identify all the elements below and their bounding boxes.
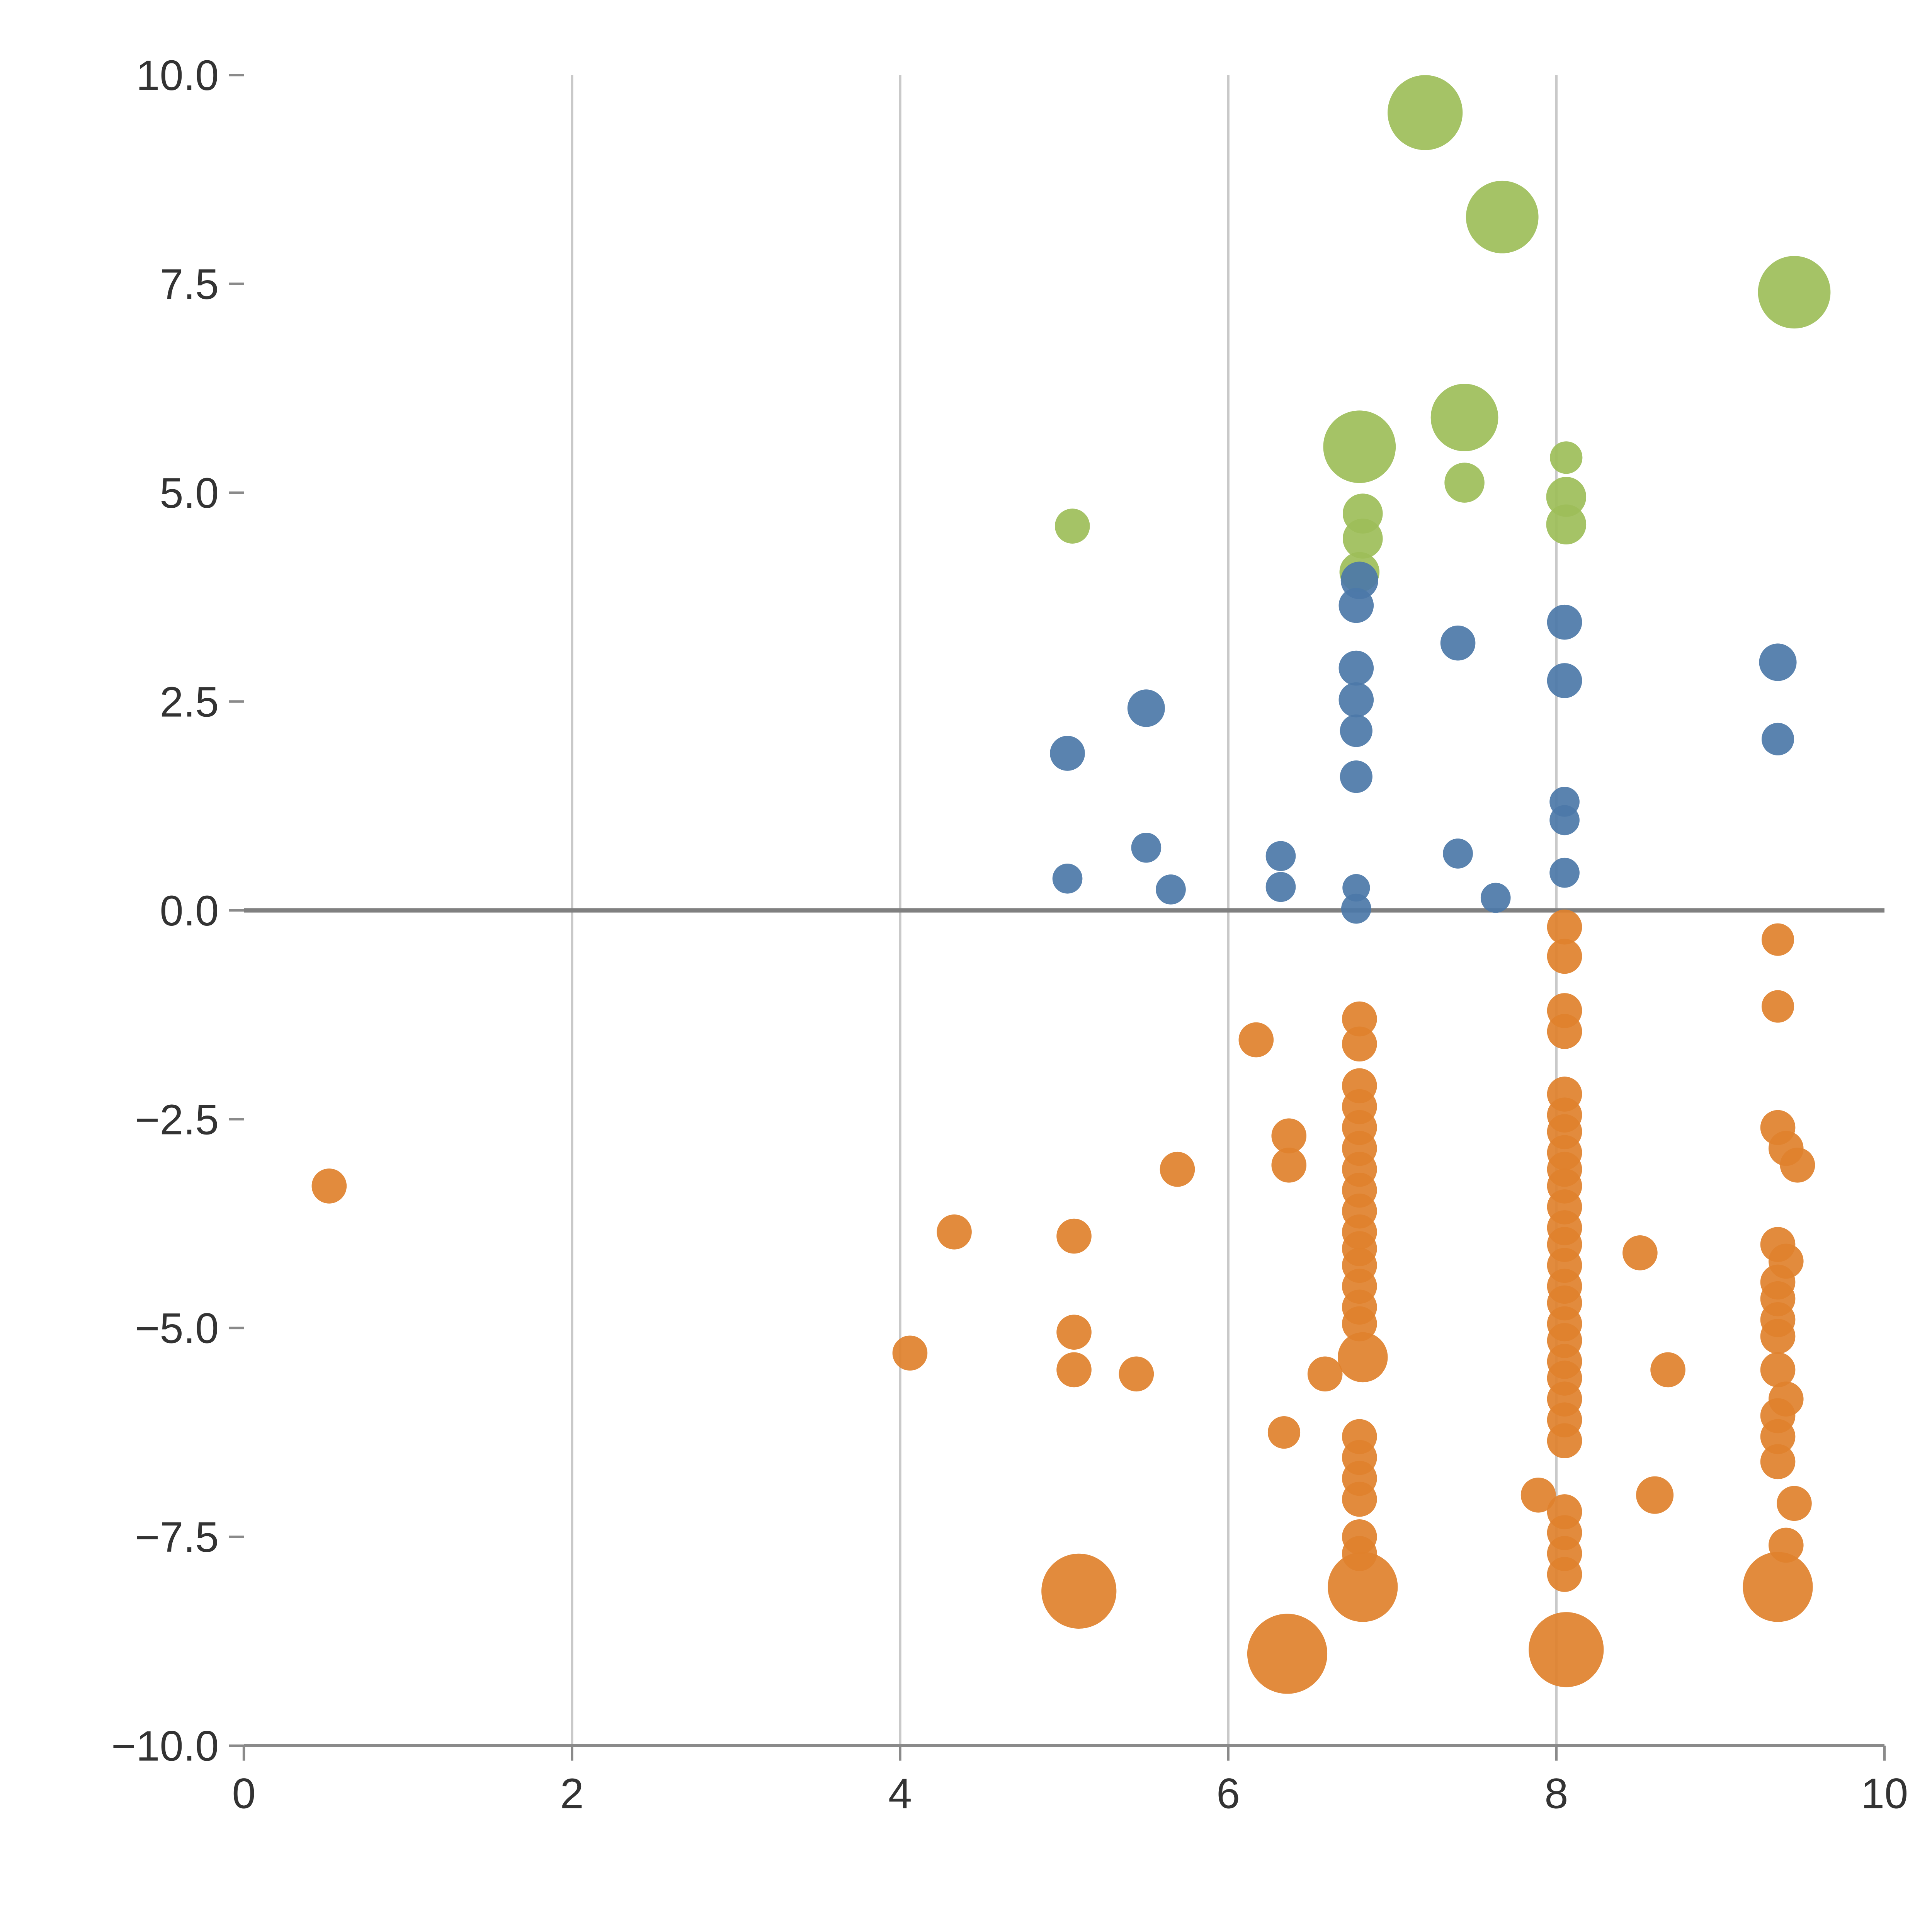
data-point xyxy=(1056,1352,1092,1388)
data-point xyxy=(1267,1416,1301,1449)
data-point xyxy=(1549,805,1580,835)
data-point xyxy=(1547,1423,1582,1459)
data-point xyxy=(1759,643,1797,681)
data-point xyxy=(1636,1476,1674,1514)
data-point xyxy=(1743,1552,1813,1622)
series-green xyxy=(1054,75,1831,592)
data-point xyxy=(1547,604,1582,640)
data-point xyxy=(1342,1481,1377,1517)
x-tick-label: 8 xyxy=(1544,1770,1568,1818)
data-point xyxy=(1343,519,1383,559)
x-tick-label: 2 xyxy=(560,1770,584,1818)
y-tick-label: −7.5 xyxy=(135,1514,219,1561)
data-point xyxy=(1056,1218,1092,1254)
data-point xyxy=(1054,509,1090,544)
data-point xyxy=(1338,588,1374,623)
y-tick-label: −5.0 xyxy=(135,1305,219,1352)
data-point xyxy=(311,1168,347,1204)
data-point xyxy=(1041,1553,1117,1629)
data-point xyxy=(1760,1352,1796,1388)
data-point xyxy=(1440,625,1476,661)
y-tick-label: 7.5 xyxy=(160,260,219,308)
data-point xyxy=(1760,1419,1796,1454)
data-point xyxy=(892,1335,928,1371)
data-point xyxy=(1342,874,1370,902)
data-point xyxy=(1156,874,1186,905)
data-point xyxy=(1265,841,1296,871)
data-point xyxy=(1761,923,1794,956)
data-point xyxy=(1550,441,1583,474)
data-point xyxy=(1052,864,1083,894)
data-point xyxy=(1056,1315,1092,1350)
data-point xyxy=(1520,1477,1556,1513)
data-point xyxy=(1444,463,1485,503)
data-point xyxy=(1529,1612,1604,1687)
data-point xyxy=(1340,760,1372,793)
data-point xyxy=(1546,504,1587,545)
data-point xyxy=(1443,838,1473,869)
data-point xyxy=(1547,909,1582,945)
x-tick-label: 10 xyxy=(1861,1770,1908,1818)
series-orange xyxy=(311,909,1815,1694)
data-point xyxy=(1342,1001,1377,1037)
data-point xyxy=(1777,1486,1812,1521)
y-tick-label: −2.5 xyxy=(135,1096,219,1143)
data-point xyxy=(937,1214,972,1250)
data-point xyxy=(1761,990,1794,1023)
data-point xyxy=(1238,1022,1274,1058)
data-point xyxy=(1547,1014,1582,1049)
data-point xyxy=(1758,256,1831,329)
data-point xyxy=(1341,893,1371,924)
y-tick-label: 10.0 xyxy=(136,52,219,99)
y-tick-label: −10.0 xyxy=(111,1723,219,1770)
y-tick-label: 5.0 xyxy=(160,469,219,517)
y-tick-label: 0.0 xyxy=(160,887,219,935)
data-point xyxy=(1328,1552,1398,1622)
data-point xyxy=(1768,1527,1804,1563)
data-point xyxy=(1622,1235,1658,1270)
data-point xyxy=(1547,1557,1582,1592)
data-point xyxy=(1546,477,1587,517)
data-point xyxy=(1271,1118,1307,1153)
data-point xyxy=(1342,1306,1377,1342)
data-point xyxy=(1265,872,1296,902)
data-point xyxy=(1760,1319,1796,1354)
data-point xyxy=(1480,883,1511,913)
data-point xyxy=(1780,1148,1815,1183)
data-point xyxy=(1338,682,1374,718)
data-point xyxy=(1650,1352,1685,1388)
data-point xyxy=(1549,857,1580,888)
data-point xyxy=(1342,1536,1377,1571)
data-point xyxy=(1127,689,1165,727)
data-point xyxy=(1247,1614,1328,1694)
x-tick-label: 0 xyxy=(232,1770,255,1818)
data-point xyxy=(1547,939,1582,974)
data-point xyxy=(1307,1356,1343,1392)
data-point xyxy=(1119,1356,1154,1392)
data-point xyxy=(1430,384,1498,451)
data-point xyxy=(1160,1151,1195,1187)
x-tick-label: 6 xyxy=(1216,1770,1240,1818)
series-blue xyxy=(1050,561,1797,924)
data-point xyxy=(1323,410,1396,483)
data-point xyxy=(1761,723,1794,755)
data-point xyxy=(1050,736,1085,771)
data-point xyxy=(1131,833,1162,863)
data-point xyxy=(1340,714,1372,747)
data-point xyxy=(1760,1444,1796,1480)
data-point xyxy=(1271,1148,1307,1183)
data-point xyxy=(1338,650,1374,686)
data-point xyxy=(1466,180,1539,253)
data-point xyxy=(1547,663,1582,698)
data-point xyxy=(1342,1026,1377,1062)
x-tick-label: 4 xyxy=(888,1770,912,1818)
data-point xyxy=(1388,75,1463,150)
data-point xyxy=(1338,1332,1388,1383)
y-tick-label: 2.5 xyxy=(160,678,219,726)
